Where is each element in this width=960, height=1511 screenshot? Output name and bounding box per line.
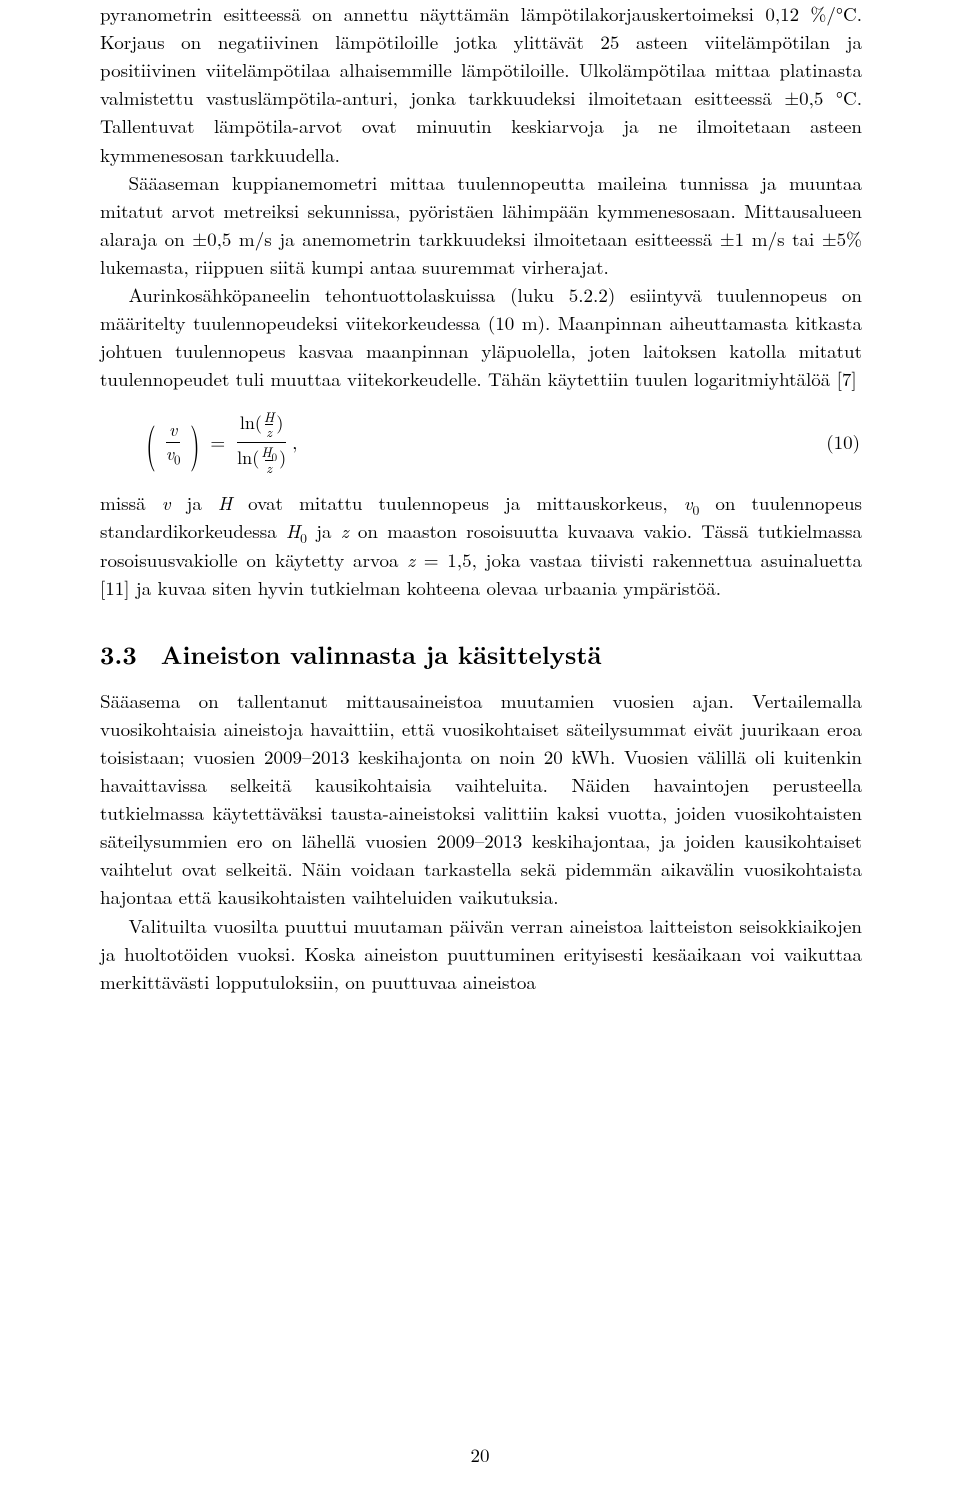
equation-10: ( v v0 ) = ln(Hz) ln(H0z) , (10) (100, 410, 862, 476)
paragraph-5: Sääasema on tallentanut mittausaineistoa… (100, 687, 862, 912)
paragraph-3: Aurinkosähköpaneelin tehontuottolaskuiss… (100, 281, 862, 393)
section-heading-3-3: 3.3 Aineiston valinnasta ja käsittelystä (100, 636, 862, 673)
page-number: 20 (0, 1441, 960, 1469)
equation-number: (10) (826, 428, 862, 456)
paragraph-4: missä v ja H ovat mitattu tuulennopeus j… (100, 489, 862, 601)
section-number: 3.3 (100, 636, 137, 673)
equation-body: ( v v0 ) = ln(Hz) ln(H0z) , (100, 410, 297, 476)
section-title: Aineiston valinnasta ja käsittelystä (161, 636, 602, 673)
paragraph-2: Sääaseman kuppianemometri mittaa tuulenn… (100, 169, 862, 281)
paragraph-1: pyranometrin esitteessä on annettu näytt… (100, 0, 862, 169)
paragraph-6: Valituilta vuosilta puuttui muutaman päi… (100, 912, 862, 996)
